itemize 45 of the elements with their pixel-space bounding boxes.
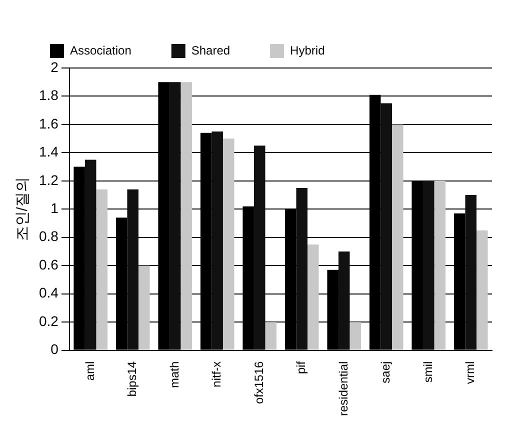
- bar: [392, 124, 404, 350]
- bar: [127, 189, 138, 350]
- y-tick-label: 2: [50, 58, 59, 75]
- legend-label: Hybrid: [290, 43, 325, 58]
- bar: [254, 146, 266, 350]
- bar: [169, 82, 181, 350]
- y-axis-title: 조인/질의: [14, 177, 32, 242]
- bar: [96, 189, 108, 350]
- x-tick-label: ofx1516: [252, 360, 266, 404]
- bar: [380, 103, 392, 350]
- y-tick-label: 0.8: [38, 228, 59, 244]
- x-tick-label: math: [167, 361, 182, 388]
- y-tick-label: 0.6: [38, 256, 59, 272]
- bar: [465, 195, 477, 350]
- bar: [350, 322, 362, 350]
- x-tick-label: smil: [420, 361, 435, 383]
- bar: [212, 132, 223, 350]
- bar: [265, 322, 277, 350]
- y-tick-label: 1.4: [38, 144, 59, 160]
- x-tick-label: aml: [82, 361, 97, 381]
- bar: [296, 188, 308, 350]
- x-tick-label: vrml: [463, 361, 478, 384]
- y-tick-label: 1.8: [38, 87, 59, 104]
- bar: [476, 230, 488, 350]
- y-tick-label: 1: [50, 200, 59, 216]
- bar: [222, 138, 234, 350]
- bar: [180, 82, 192, 350]
- legend-label: Association: [70, 43, 132, 58]
- x-tick-label: residential: [336, 361, 350, 416]
- bar: [338, 251, 350, 350]
- legend-label: Shared: [191, 43, 230, 58]
- bar: [307, 244, 319, 350]
- y-tick-label: 0.2: [38, 312, 59, 329]
- y-tick-label: 0.4: [38, 284, 59, 301]
- y-tick-label: 0: [50, 341, 59, 358]
- y-tick-label: 1.6: [38, 115, 59, 132]
- y-tick-label: 1.2: [38, 172, 59, 188]
- x-tick-label: nitf-x: [210, 361, 224, 388]
- x-tick-label: bips14: [125, 360, 140, 397]
- x-tick-label: saej: [378, 361, 393, 384]
- bar: [434, 180, 446, 350]
- bar: [84, 160, 96, 350]
- x-tick-label: pif: [294, 360, 308, 374]
- bar: [422, 180, 434, 350]
- bar: [138, 266, 150, 350]
